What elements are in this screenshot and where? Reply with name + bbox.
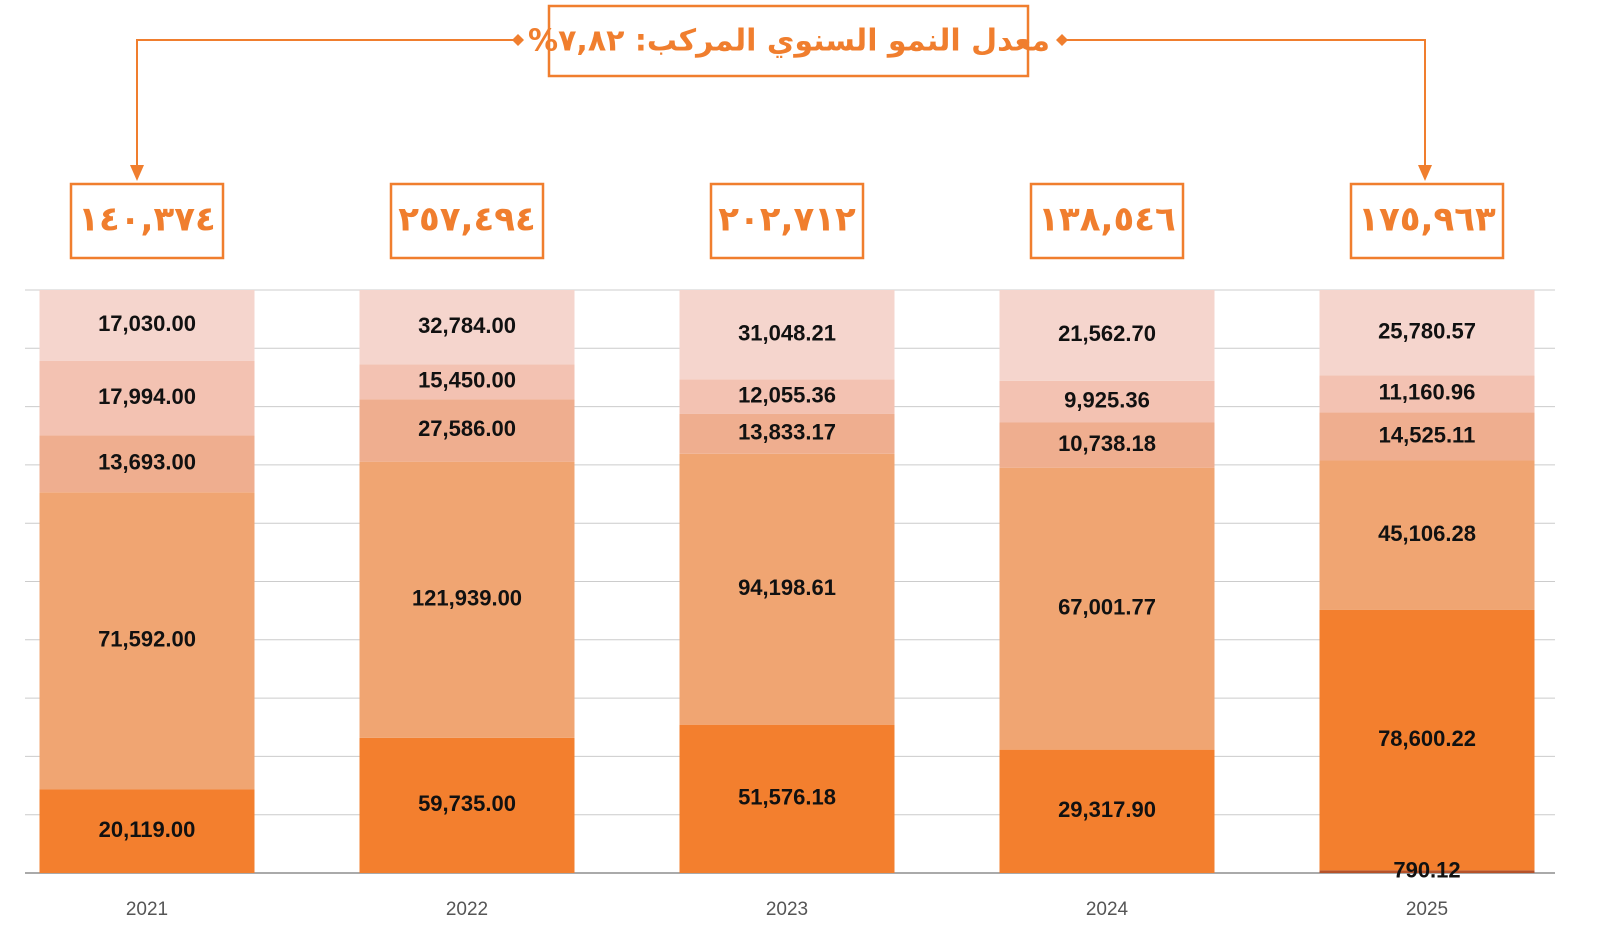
data-label: 13,693.00 (98, 450, 196, 475)
data-label: 13,833.17 (738, 420, 836, 445)
bar-segment (999, 290, 1215, 381)
bar-segment (679, 290, 895, 380)
bar-segment (359, 399, 575, 462)
data-label: 29,317.90 (1058, 797, 1156, 822)
data-label: 25,780.57 (1378, 319, 1476, 344)
bar-segment (39, 290, 255, 361)
x-tick-label: 2023 (766, 899, 808, 920)
bar-segment (359, 461, 575, 738)
data-label: 12,055.36 (738, 382, 836, 407)
total-box (389, 182, 545, 260)
diamond (1056, 34, 1068, 46)
data-label: 94,198.61 (738, 575, 836, 600)
data-label: 20,119.00 (99, 817, 196, 842)
bar-segment (1319, 290, 1535, 376)
connector (136, 39, 518, 168)
bar-segment (999, 467, 1215, 750)
total-box (709, 182, 865, 260)
data-label: 9,925.36 (1064, 387, 1150, 412)
total-label: ١٣٨,٥٤٦ (1038, 200, 1175, 240)
x-tick-label: 2021 (126, 899, 168, 920)
bar-segment (679, 413, 895, 454)
chart-title: معدل النمو السنوي المركب: ٧,٨٢% (528, 24, 1050, 59)
title-box (547, 4, 1030, 78)
data-label: 67,001.77 (1058, 594, 1156, 619)
total-label: ١٤٠,٣٧٤ (78, 200, 215, 240)
bar-segment (1319, 412, 1535, 461)
bar-segment (39, 492, 255, 790)
bar-segment (1319, 460, 1535, 610)
bar-segment (999, 749, 1215, 873)
bar-segment (679, 724, 895, 873)
data-label: 71,592.00 (98, 627, 196, 652)
data-label: 27,586.00 (418, 416, 516, 441)
data-label: 17,994.00 (98, 384, 196, 409)
data-label: 45,106.28 (1378, 521, 1476, 546)
data-label: 78,600.22 (1378, 726, 1476, 751)
data-label: 10,738.18 (1058, 431, 1156, 456)
data-label: 21,562.70 (1058, 321, 1156, 346)
bar-segment (1319, 375, 1535, 413)
arrow-head (130, 165, 144, 181)
x-tick-label: 2025 (1406, 899, 1448, 920)
bar-segment (999, 380, 1215, 423)
bar-segment (679, 379, 895, 414)
data-label: 32,784.00 (418, 313, 516, 338)
bar-segment (39, 360, 255, 436)
bar-segment (39, 435, 255, 493)
bar-segment (999, 422, 1215, 468)
bar-segment (359, 364, 575, 400)
bar-segment (1319, 609, 1535, 871)
bar-segment (1319, 870, 1535, 873)
bar-segment (679, 453, 895, 725)
total-label: ١٧٥,٩٦٣ (1358, 200, 1496, 240)
data-label: 11,160.96 (1379, 380, 1476, 405)
data-label: 59,735.00 (418, 791, 516, 816)
arrow-head (1418, 165, 1432, 181)
total-label: ٢٥٧,٤٩٤ (398, 200, 535, 240)
diamond (512, 34, 524, 46)
x-tick-label: 2024 (1086, 899, 1129, 920)
bar-segment (359, 290, 575, 365)
data-label: 15,450.00 (418, 368, 516, 393)
bar-segment (359, 737, 575, 873)
data-label: 51,576.18 (738, 785, 836, 810)
connectors (130, 34, 1432, 181)
total-box (69, 182, 225, 260)
data-label: 121,939.00 (412, 586, 522, 611)
connector (1062, 39, 1426, 168)
data-label: 31,048.21 (738, 320, 836, 345)
bar-segment (39, 789, 255, 873)
total-box (1349, 182, 1505, 260)
data-label: 17,030.00 (98, 311, 196, 336)
data-label: 790.12 (1393, 858, 1460, 883)
total-label: ٢٠٢,٧١٢ (718, 200, 856, 240)
total-box (1029, 182, 1185, 260)
data-label: 14,525.11 (1379, 422, 1476, 447)
x-tick-label: 2022 (446, 899, 488, 920)
